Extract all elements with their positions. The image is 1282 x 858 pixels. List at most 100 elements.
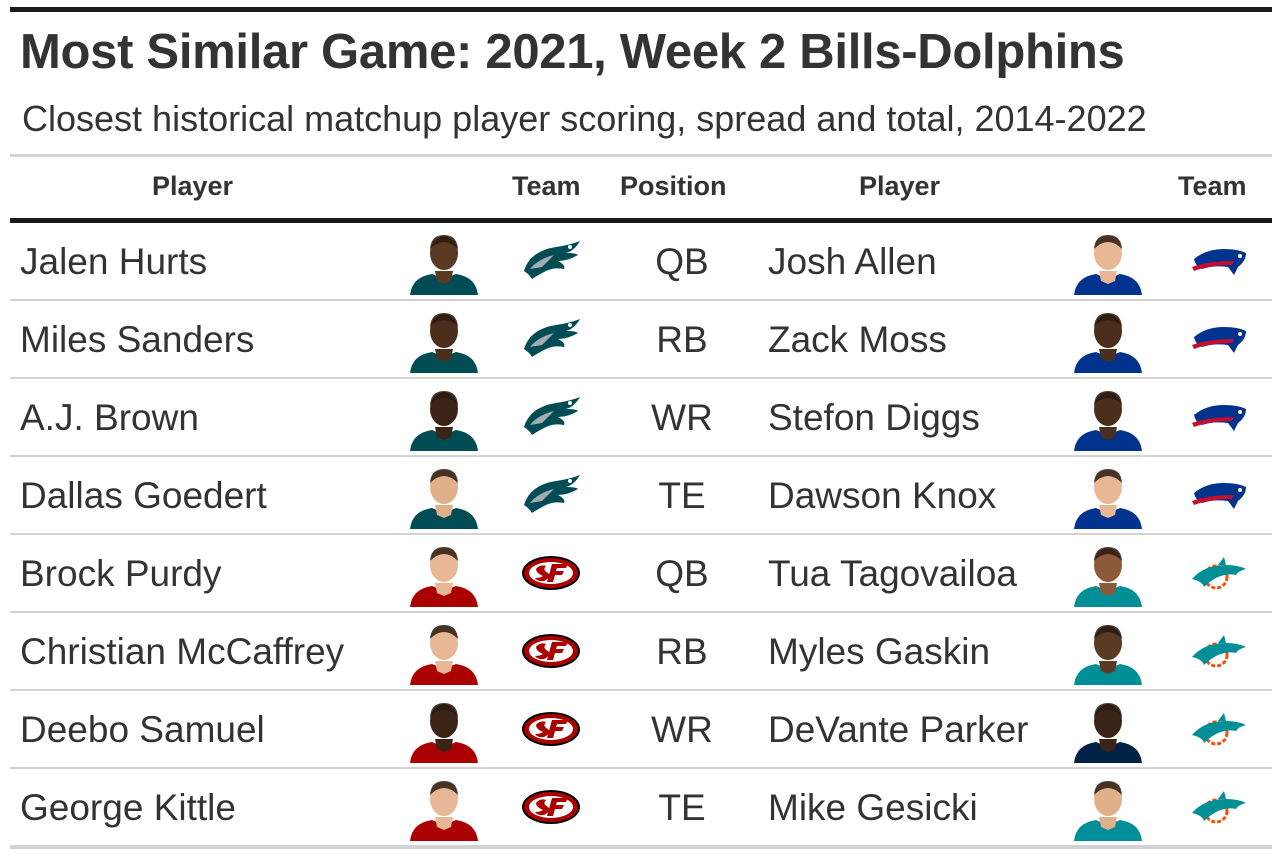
bills-logo-icon (1192, 405, 1246, 431)
table-row: Christian McCaffrey RB Myles Gaskin (10, 613, 1272, 691)
header-rule (10, 218, 1272, 223)
team-1-logo-wrap (520, 769, 582, 847)
chart-subtitle: Closest historical matchup player scorin… (22, 98, 1147, 139)
player-1-name: Miles Sanders (20, 319, 255, 360)
position-cell: QB (655, 553, 709, 594)
niners-logo-icon (522, 634, 580, 668)
dolphins-logo-icon (1192, 713, 1246, 746)
table-body: Jalen Hurts QB Josh Allen Miles Sanders RB Za… (10, 223, 1272, 847)
player-1-name: Jalen Hurts (20, 241, 208, 282)
header-player-2: Player (859, 171, 941, 201)
dolphins-logo-icon (1192, 557, 1246, 590)
table-row: Dallas Goedert TE Dawson Knox (10, 457, 1272, 535)
player-1-headshot-wrap (404, 769, 484, 847)
niners-logo-icon (522, 712, 580, 746)
header-team-1: Team (512, 171, 581, 201)
header-team-2: Team (1178, 171, 1247, 201)
player-1-headshot (410, 625, 478, 685)
player-2-name: Myles Gaskin (768, 631, 991, 672)
dolphins-logo-icon (1192, 791, 1246, 824)
player-1-name: Christian McCaffrey (20, 631, 345, 672)
table-row: Miles Sanders RB Zack Moss (10, 301, 1272, 379)
player-1-headshot (410, 235, 478, 295)
player-1-headshot-wrap (404, 379, 484, 457)
player-2-headshot-wrap (1068, 379, 1148, 457)
team-1-logo-wrap (520, 457, 582, 535)
player-2-name: Stefon Diggs (768, 397, 980, 438)
team-2-logo-wrap (1188, 769, 1250, 847)
player-2-headshot-wrap (1068, 535, 1148, 613)
player-2-name: DeVante Parker (768, 709, 1029, 750)
bills-logo-icon (1192, 249, 1246, 275)
player-1-headshot-wrap (404, 535, 484, 613)
position-cell: RB (656, 319, 708, 360)
position-cell: TE (658, 475, 706, 516)
header-player-1: Player (152, 171, 234, 201)
player-1-name: Dallas Goedert (20, 475, 267, 516)
team-1-logo-wrap (520, 223, 582, 301)
eagles-logo-icon (524, 319, 580, 357)
bills-logo-icon (1192, 327, 1246, 353)
team-2-logo-wrap (1188, 223, 1250, 301)
player-2-name: Dawson Knox (768, 475, 997, 516)
player-2-name: Tua Tagovailoa (768, 553, 1017, 594)
niners-logo-icon (522, 556, 580, 590)
position-cell: WR (651, 397, 713, 438)
player-1-headshot (410, 469, 478, 529)
player-1-headshot-wrap (404, 223, 484, 301)
player-2-name: Josh Allen (768, 241, 937, 282)
top-rule (10, 7, 1272, 12)
player-2-headshot-wrap (1068, 223, 1148, 301)
team-1-logo-wrap (520, 379, 582, 457)
team-2-logo-wrap (1188, 379, 1250, 457)
player-2-name: Zack Moss (768, 319, 947, 360)
player-2-headshot (1074, 781, 1142, 841)
bills-logo-icon (1192, 483, 1246, 509)
player-1-name: Brock Purdy (20, 553, 222, 594)
player-2-headshot-wrap (1068, 457, 1148, 535)
player-2-headshot (1074, 235, 1142, 295)
team-1-logo-wrap (520, 691, 582, 769)
team-2-logo-wrap (1188, 457, 1250, 535)
team-2-logo-wrap (1188, 535, 1250, 613)
player-1-headshot (410, 781, 478, 841)
player-2-headshot-wrap (1068, 691, 1148, 769)
dolphins-logo-icon (1192, 635, 1246, 668)
table-row: George Kittle TE Mike Gesicki (10, 769, 1272, 847)
bottom-rule (10, 846, 1272, 849)
player-1-name: George Kittle (20, 787, 236, 828)
subtitle-rule (10, 154, 1272, 157)
player-1-headshot-wrap (404, 691, 484, 769)
position-cell: TE (658, 787, 706, 828)
player-1-headshot-wrap (404, 301, 484, 379)
eagles-logo-icon (524, 241, 580, 279)
team-1-logo-wrap (520, 613, 582, 691)
position-cell: RB (656, 631, 708, 672)
position-cell: WR (651, 709, 713, 750)
team-1-logo-wrap (520, 535, 582, 613)
player-2-headshot (1074, 469, 1142, 529)
header-position: Position (620, 171, 727, 201)
eagles-logo-icon (524, 397, 580, 435)
player-2-headshot (1074, 625, 1142, 685)
player-1-headshot (410, 547, 478, 607)
player-2-headshot (1074, 703, 1142, 763)
player-2-headshot-wrap (1068, 769, 1148, 847)
player-2-name: Mike Gesicki (768, 787, 978, 828)
eagles-logo-icon (524, 475, 580, 513)
position-cell: QB (655, 241, 709, 282)
player-1-headshot-wrap (404, 613, 484, 691)
table-row: A.J. Brown WR Stefon Diggs (10, 379, 1272, 457)
player-2-headshot-wrap (1068, 301, 1148, 379)
chart-title: Most Similar Game: 2021, Week 2 Bills-Do… (20, 25, 1125, 79)
player-2-headshot (1074, 313, 1142, 373)
team-2-logo-wrap (1188, 301, 1250, 379)
table-row: Brock Purdy QB Tua Tagovailoa (10, 535, 1272, 613)
player-1-headshot (410, 391, 478, 451)
table-header: Player Team Position Player Team (10, 157, 1272, 218)
team-1-logo-wrap (520, 301, 582, 379)
player-2-headshot (1074, 391, 1142, 451)
player-1-headshot (410, 703, 478, 763)
player-1-name: A.J. Brown (20, 397, 199, 438)
table-row: Deebo Samuel WR DeVante Parker (10, 691, 1272, 769)
